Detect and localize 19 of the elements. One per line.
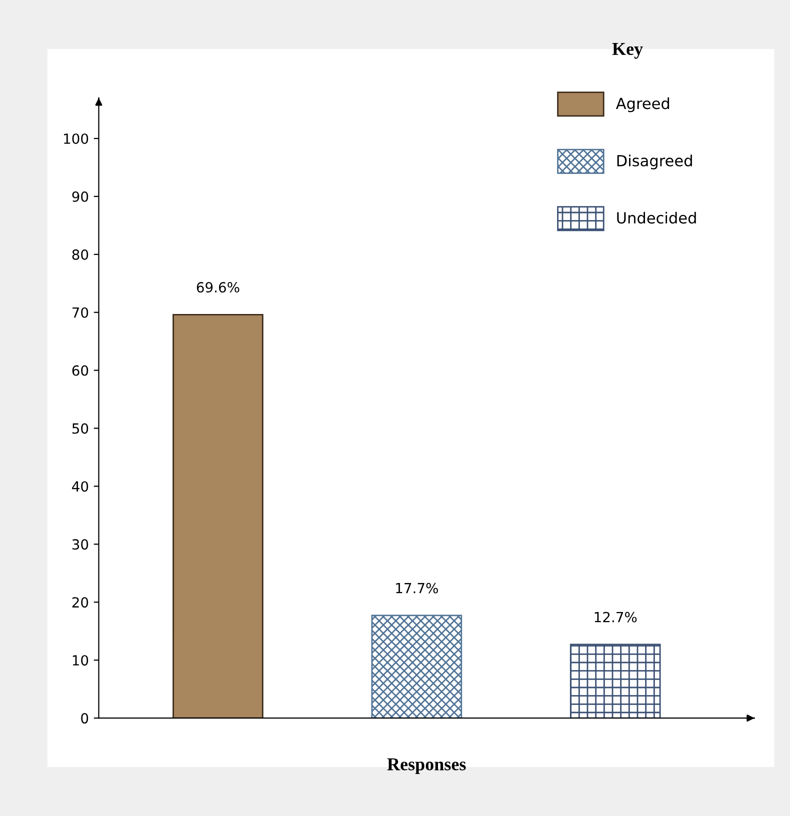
y-tick-label: 80	[72, 249, 88, 260]
y-tick-label: 90	[72, 191, 88, 202]
y-tick-label: 10	[72, 655, 88, 666]
data-label: 17.7%	[396, 582, 438, 594]
y-tick-label: 50	[72, 423, 88, 434]
y-tick-label: 40	[72, 481, 88, 492]
legend-label: Disagreed	[617, 154, 692, 170]
legend-label: Agreed	[616, 97, 670, 112]
y-tick-label: 0	[81, 713, 88, 724]
y-tick-label: 60	[72, 365, 88, 376]
y-tick-label: 70	[72, 307, 88, 318]
legend-title: Key	[612, 43, 643, 59]
data-label: 69.6%	[196, 282, 240, 293]
y-tick-label: 100	[64, 133, 88, 144]
y-tick-label: 20	[72, 597, 88, 608]
data-label: 12.7%	[594, 612, 637, 622]
x-axis-title: Responses	[387, 758, 466, 774]
y-tick-label: 30	[72, 539, 88, 550]
legend-label: Undecided	[617, 212, 696, 224]
